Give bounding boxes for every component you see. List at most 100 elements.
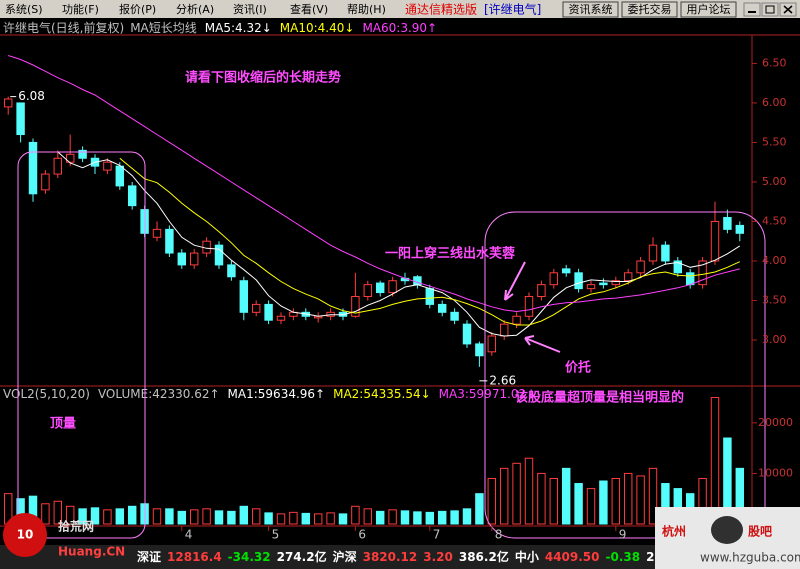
volume-bar xyxy=(127,505,137,525)
volume-bar xyxy=(413,511,422,525)
volume-bar xyxy=(41,503,50,525)
ticker: 深证 12816.4 -34.32 274.2亿 沪深 3820.12 3.20 386.2亿… xyxy=(137,549,696,564)
candle-body xyxy=(127,185,137,207)
volume-bar xyxy=(78,508,87,525)
volume-bar xyxy=(425,511,435,525)
candle-body xyxy=(28,141,38,195)
y-tick-label: 20000 xyxy=(758,416,793,429)
volume-bar xyxy=(375,510,385,525)
volume-bar xyxy=(450,510,459,525)
x-tick-label: 6 xyxy=(358,528,366,542)
menu-item[interactable]: 查看(V) xyxy=(290,2,328,16)
high-label: 6.08 xyxy=(18,89,45,103)
candle-body xyxy=(537,284,546,298)
volume-bar xyxy=(177,510,187,525)
ticker-item: 中小 xyxy=(515,549,539,564)
candle-body xyxy=(177,252,187,266)
volume-legend: VOL2(5,10,20) xyxy=(3,387,90,401)
ma-line xyxy=(57,151,741,337)
menu-item[interactable]: 功能(F) xyxy=(62,2,99,16)
candle-body xyxy=(53,157,63,175)
candle-body xyxy=(351,296,360,317)
candle-body xyxy=(65,153,75,163)
logo-title: 股吧 xyxy=(748,524,772,539)
arrow xyxy=(524,335,561,353)
menu-item[interactable]: 系统(S) xyxy=(5,3,43,16)
volume-bar xyxy=(499,467,509,525)
annotation: 该股底量超顶量是相当明显的 xyxy=(515,390,684,406)
volume-bar xyxy=(636,475,645,525)
candle-body xyxy=(462,323,472,345)
candle-body xyxy=(388,280,397,294)
menu-item[interactable]: 资讯(I) xyxy=(233,3,267,16)
app-title: 通达信精选版 xyxy=(405,3,477,17)
candle-body xyxy=(574,272,583,290)
volume-bar xyxy=(165,508,174,525)
candle-body xyxy=(723,217,732,230)
candle-body xyxy=(735,224,745,234)
minimize[interactable] xyxy=(743,2,761,17)
volume-bar xyxy=(648,467,658,525)
candle-body xyxy=(375,282,385,294)
candle-body xyxy=(41,173,50,191)
ticker-item: 12816.4 xyxy=(167,550,222,564)
volume-bar xyxy=(103,509,112,525)
candle-body xyxy=(524,296,534,317)
volume-bar xyxy=(289,511,298,525)
volume-bar xyxy=(152,508,162,525)
logo-left: 10 拾荒网 Huang.CN xyxy=(3,513,125,559)
info-line: 许继电气(日线,前复权) MA短长均线 MA5:4.32↓ MA10:4.40↓ MA6… xyxy=(3,20,437,35)
y-tick-label: 6.00 xyxy=(762,96,787,109)
volume-bar xyxy=(276,513,286,525)
icon xyxy=(765,5,775,14)
volume-bar xyxy=(623,472,633,525)
candle-body xyxy=(623,272,633,282)
stock-name: [许继电气] xyxy=(484,2,541,17)
logo-number: 10 xyxy=(17,528,34,542)
chart-background xyxy=(0,18,800,545)
volume-bar xyxy=(251,508,261,525)
button[interactable] xyxy=(621,1,678,18)
y-tick-label: 10000 xyxy=(758,466,793,479)
x-tick-label: 5 xyxy=(272,528,280,542)
button[interactable] xyxy=(680,1,737,18)
candle-body xyxy=(636,260,645,274)
menu-item[interactable]: 报价(P) xyxy=(119,2,156,16)
ticker-item: 274.2亿 xyxy=(277,549,327,564)
volume-bar xyxy=(561,467,571,525)
volume-bar xyxy=(301,512,311,525)
icon xyxy=(783,5,793,14)
volume-legend: VOLUME:42330.62↑ xyxy=(98,387,220,401)
button-label: 资讯系统 xyxy=(569,3,613,16)
candle-body xyxy=(251,303,261,313)
candle-body xyxy=(115,165,125,187)
candle-body xyxy=(3,98,13,108)
button-label: 用户论坛 xyxy=(687,2,731,16)
button[interactable] xyxy=(562,1,619,18)
candle-body xyxy=(698,260,707,286)
volume-bar xyxy=(351,505,360,525)
maximize[interactable] xyxy=(761,2,779,17)
candle-body xyxy=(202,240,211,254)
x-tick-label: 8 xyxy=(495,528,503,542)
candle-body xyxy=(499,323,509,337)
volume-legend: MA3:59971.02↓ xyxy=(439,387,537,401)
candle-body xyxy=(425,288,435,305)
menu-item[interactable]: 帮助(H) xyxy=(347,2,386,16)
volume-bar xyxy=(338,513,348,525)
candle-body xyxy=(264,303,273,321)
volume-bar xyxy=(189,509,199,525)
y-tick-label: 3.00 xyxy=(762,333,787,346)
volume-bar xyxy=(227,510,236,525)
logo-name: 拾荒网 xyxy=(58,519,94,534)
volume-legend: MA1:59634.96↑ xyxy=(228,387,326,401)
menu-item[interactable]: 分析(A) xyxy=(176,2,214,16)
volume-bar xyxy=(202,508,211,525)
candle-body xyxy=(189,252,199,266)
ticker-item: 4409.50 xyxy=(545,550,600,564)
x-tick-label: 7 xyxy=(433,528,441,542)
candle-body xyxy=(103,161,112,171)
volume-bar xyxy=(214,510,224,525)
volume-bar xyxy=(363,508,373,525)
